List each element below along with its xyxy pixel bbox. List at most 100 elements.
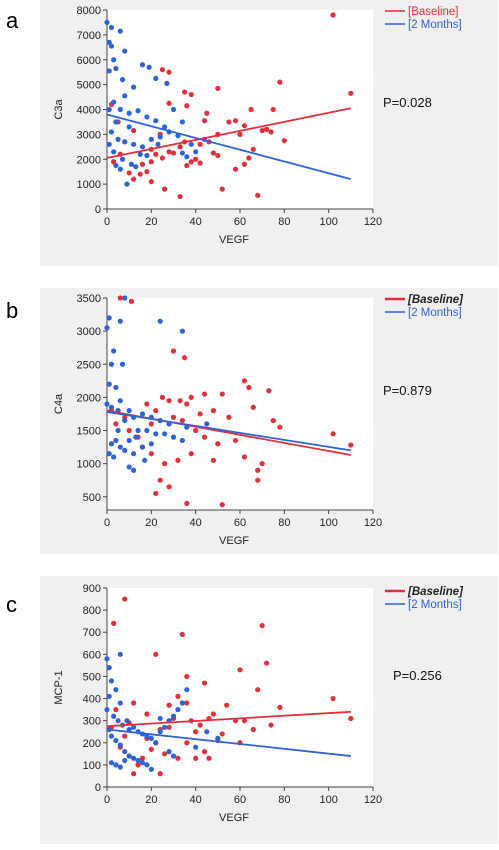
data-point-2-months (153, 75, 159, 82)
p-value-label: P=0.879 (383, 383, 432, 398)
data-point-2-months (117, 764, 123, 770)
data-point-2-months (126, 753, 132, 759)
data-point-2-months (104, 656, 110, 662)
data-point-baseline (270, 417, 276, 424)
data-point-2-months (144, 152, 150, 159)
data-point-2-months (170, 713, 177, 719)
data-point-2-months (157, 134, 163, 140)
data-point-2-months (139, 760, 146, 766)
data-point-2-months (122, 417, 128, 424)
data-point-baseline (177, 398, 183, 404)
data-point-2-months (204, 729, 210, 735)
fit-line-2-months (106, 411, 351, 452)
data-point-2-months (117, 166, 123, 172)
data-point-2-months (108, 441, 115, 447)
data-point-2-months (108, 678, 115, 684)
data-point-2-months (104, 19, 110, 26)
data-point-2-months (108, 43, 115, 49)
data-point-baseline (237, 131, 243, 137)
data-point-2-months (111, 713, 117, 719)
legend-label: [2 Months] (408, 599, 462, 611)
y-axis-label: C3a (53, 99, 65, 120)
data-point-2-months (155, 141, 161, 147)
y-axis-label: MCP-1 (53, 670, 65, 704)
y-tick-label: 300 (83, 716, 101, 728)
data-point-2-months (133, 434, 139, 440)
x-axis-label: VEGF (219, 535, 249, 547)
data-point-baseline (139, 755, 146, 761)
data-point-2-months (106, 693, 112, 699)
data-point-2-months (111, 454, 117, 460)
data-point-2-months (170, 753, 177, 759)
data-point-baseline (144, 169, 150, 175)
x-tick-label: 0 (104, 794, 110, 806)
chart-panel-c: 0 20 40 60 80 100 120 0 100 200 300 400 500 600 700 800… (53, 583, 464, 824)
y-tick-label: 600 (83, 649, 101, 661)
data-point-baseline (157, 477, 163, 483)
data-point-baseline (250, 146, 256, 152)
data-point-baseline (255, 687, 261, 693)
plot-area (107, 10, 373, 209)
data-point-2-months (131, 724, 137, 730)
data-point-baseline (219, 502, 225, 508)
data-point-2-months (135, 108, 141, 114)
y-tick-label: 3500 (77, 293, 101, 305)
data-point-baseline (201, 118, 208, 124)
data-point-baseline (348, 442, 354, 448)
x-tick-label: 80 (278, 517, 290, 529)
data-point-baseline (162, 751, 168, 757)
data-point-baseline (268, 722, 274, 728)
x-tick-label: 120 (364, 517, 382, 529)
data-point-baseline (210, 150, 216, 156)
data-point-baseline (241, 378, 248, 384)
data-point-2-months (179, 700, 185, 706)
y-tick-label: 8000 (77, 5, 101, 17)
data-point-2-months (139, 444, 146, 450)
data-point-baseline (281, 137, 287, 144)
data-point-baseline (184, 700, 190, 706)
data-point-2-months (144, 762, 150, 768)
legend-label: [2 Months] (408, 307, 462, 319)
data-point-baseline (184, 673, 190, 680)
chart-panel-a: 0 20 40 60 80 100 120 0 1000 2000 3000 4000 5000 6000… (53, 5, 462, 246)
data-point-baseline (215, 441, 221, 447)
fit-line-baseline (106, 107, 352, 159)
data-point-2-months (148, 136, 154, 142)
data-point-2-months (104, 325, 110, 331)
x-axis-label: VEGF (219, 234, 249, 246)
panel-label-b: b (6, 298, 19, 323)
data-point-baseline (348, 90, 354, 96)
data-point-baseline (277, 704, 283, 711)
data-point-2-months (170, 106, 177, 113)
data-point-2-months (126, 464, 132, 470)
data-point-baseline (137, 171, 143, 177)
y-tick-label: 2000 (77, 154, 101, 166)
y-tick-label: 3000 (77, 326, 101, 338)
data-point-2-months (162, 724, 168, 730)
data-point-baseline (250, 404, 256, 410)
y-tick-label: 5000 (77, 80, 101, 92)
y-tick-label: 200 (83, 738, 101, 750)
data-point-2-months (117, 106, 123, 113)
data-point-baseline (232, 118, 239, 124)
data-point-2-months (122, 139, 128, 145)
data-point-baseline (166, 398, 172, 404)
data-point-baseline (188, 159, 194, 165)
data-point-baseline (277, 424, 283, 430)
data-point-baseline (219, 391, 225, 397)
data-point-2-months (179, 119, 185, 125)
data-point-2-months (106, 381, 112, 387)
data-point-2-months (193, 744, 199, 750)
data-point-baseline (159, 67, 166, 73)
data-point-baseline (255, 467, 261, 473)
data-point-baseline (148, 451, 154, 457)
plot-area (107, 588, 373, 787)
data-point-baseline (215, 85, 221, 91)
data-point-2-months (111, 348, 117, 354)
data-point-2-months (142, 457, 148, 463)
data-point-2-months (111, 149, 117, 155)
fit-line-baseline (106, 710, 351, 728)
y-tick-label: 400 (83, 694, 101, 706)
data-point-2-months (215, 735, 221, 741)
